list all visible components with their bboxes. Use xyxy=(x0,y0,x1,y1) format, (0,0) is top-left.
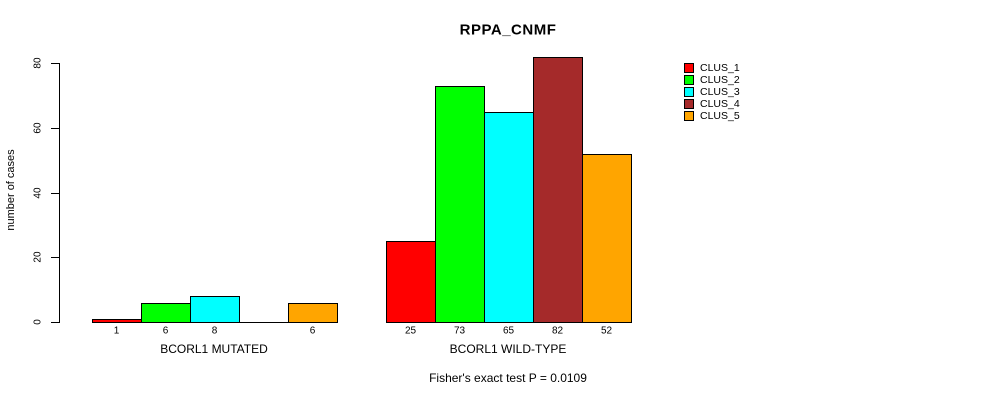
legend-label: CLUS_1 xyxy=(700,62,740,74)
y-tick-label: 0 xyxy=(32,319,44,325)
bar-value-label: 25 xyxy=(404,325,417,337)
y-tick-label: 60 xyxy=(32,122,44,134)
y-axis-tick xyxy=(51,322,59,323)
bar-value-label: 6 xyxy=(309,325,316,337)
y-tick-label: 40 xyxy=(32,187,44,199)
legend-swatch-icon xyxy=(684,63,694,73)
y-axis-tick xyxy=(51,193,59,194)
legend-swatch-icon xyxy=(684,111,694,121)
y-tick-label: 80 xyxy=(32,57,44,69)
y-axis-label: number of cases xyxy=(5,149,17,231)
legend-item-clus_4: CLUS_4 xyxy=(684,98,740,110)
bar-CLUS_5 xyxy=(288,303,338,323)
legend-item-clus_2: CLUS_2 xyxy=(684,74,740,86)
chart-title: RPPA_CNMF xyxy=(459,21,557,39)
y-tick-label: 20 xyxy=(32,251,44,263)
bar-CLUS_4-zero xyxy=(239,322,289,323)
bar-CLUS_1 xyxy=(386,241,436,323)
bar-CLUS_1 xyxy=(92,319,142,323)
bar-CLUS_5 xyxy=(582,154,632,323)
legend-item-clus_3: CLUS_3 xyxy=(684,86,740,98)
legend-item-clus_1: CLUS_1 xyxy=(684,62,740,74)
bar-value-label: 52 xyxy=(600,325,613,337)
x-group-label-wild-type: BCORL1 WILD-TYPE xyxy=(449,342,567,356)
legend-swatch-icon xyxy=(684,99,694,109)
bar-CLUS_3 xyxy=(484,112,534,323)
y-axis-tick xyxy=(51,128,59,129)
legend-swatch-icon xyxy=(684,87,694,97)
bar-value-label: 73 xyxy=(453,325,466,337)
legend-swatch-icon xyxy=(684,75,694,85)
bar-CLUS_4 xyxy=(533,57,583,323)
legend-label: CLUS_3 xyxy=(700,86,740,98)
bar-value-label: 1 xyxy=(113,325,120,337)
legend-label: CLUS_2 xyxy=(700,74,740,86)
y-axis-tick xyxy=(51,257,59,258)
x-group-label-mutated: BCORL1 MUTATED xyxy=(160,342,268,356)
bar-value-label: 8 xyxy=(211,325,218,337)
bar-CLUS_3 xyxy=(190,296,240,323)
legend-item-clus_5: CLUS_5 xyxy=(684,110,740,122)
y-axis-line xyxy=(59,63,60,323)
bar-value-label: 6 xyxy=(162,325,169,337)
bar-value-label: 82 xyxy=(551,325,564,337)
y-axis-tick xyxy=(51,63,59,64)
legend-label: CLUS_4 xyxy=(700,98,740,110)
bar-value-label: 65 xyxy=(502,325,515,337)
bar-CLUS_2 xyxy=(435,86,485,323)
legend-label: CLUS_5 xyxy=(700,110,740,122)
legend: CLUS_1 CLUS_2 CLUS_3 CLUS_4 CLUS_5 xyxy=(684,62,740,122)
bar-CLUS_2 xyxy=(141,303,191,323)
fisher-test-footnote: Fisher's exact test P = 0.0109 xyxy=(429,371,587,385)
